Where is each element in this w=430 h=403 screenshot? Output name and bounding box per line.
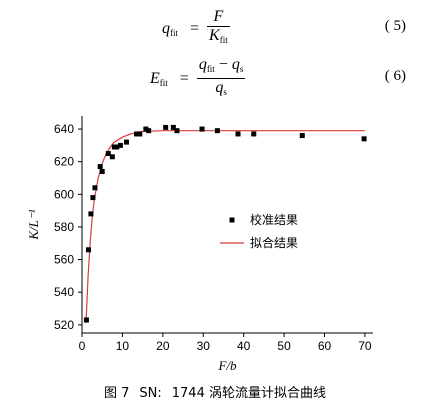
x-axis-label: F/b	[217, 358, 237, 373]
caption-model: SN:	[139, 386, 162, 401]
scatter-point	[143, 126, 149, 132]
y-tick-label: 560	[54, 253, 74, 267]
scatter-point	[134, 131, 140, 137]
legend-label-calibration: 校准结果	[250, 212, 298, 227]
scatter-point	[105, 151, 111, 157]
y-tick-label: 600	[54, 187, 74, 201]
scatter-point	[97, 164, 103, 170]
eq6-number: ( 6)	[384, 68, 406, 84]
y-tick-label: 580	[54, 220, 74, 234]
legend-marker-scatter	[229, 217, 235, 223]
scatter-point	[109, 154, 115, 160]
x-tick-label: 0	[79, 339, 86, 353]
scatter-point	[83, 317, 89, 323]
fit-curve-layer	[85, 130, 365, 324]
scatter-point	[90, 195, 96, 201]
scatter-point	[199, 126, 205, 132]
y-axis-label: K/L⁻¹	[26, 209, 41, 240]
eq5-number: ( 5)	[384, 18, 406, 34]
eq5-lhs: qfit	[162, 19, 178, 38]
scatter-point	[99, 168, 105, 174]
eq5-fraction: F Kfit	[207, 8, 230, 45]
calibration-chart: 0 10 20 30 40 50 60 70 520 540 560 580 600 620 640 K/L…	[26, 116, 373, 373]
x-tick-label: 60	[318, 339, 332, 353]
caption-figure-number: 图 7	[104, 386, 130, 401]
plot-frame	[81, 116, 373, 334]
y-tick-label: 520	[54, 318, 74, 332]
x-tick-label: 10	[116, 339, 130, 353]
scatter-point	[361, 136, 367, 142]
scatter-point	[117, 142, 123, 148]
y-tick-label: 620	[54, 155, 74, 169]
x-tick-label: 20	[156, 339, 170, 353]
legend: 校准结果 拟合结果	[220, 212, 298, 250]
axis-ticks: 0 10 20 30 40 50 60 70 520 540 560 580 600 620 640	[54, 122, 372, 353]
equation-5: qfit = F Kfit ( 5)	[0, 8, 430, 50]
scatter-point	[123, 139, 129, 145]
scatter-layer	[83, 124, 367, 323]
y-tick-label: 640	[54, 122, 74, 136]
legend-label-fit: 拟合结果	[250, 235, 298, 250]
x-tick-label: 50	[277, 339, 291, 353]
scatter-point	[92, 185, 98, 191]
figure-caption: 图 7 SN: 1744 涡轮流量计拟合曲线	[0, 382, 430, 401]
caption-text: 1744 涡轮流量计拟合曲线	[171, 386, 326, 401]
scatter-point	[163, 124, 169, 130]
scatter-point	[235, 131, 241, 137]
x-tick-label: 70	[358, 339, 372, 353]
scatter-point	[85, 247, 91, 253]
equation-6: Efit = qfit − qs qs ( 6)	[0, 56, 430, 100]
y-tick-label: 540	[54, 285, 74, 299]
eq6-lhs: Efit	[150, 69, 168, 88]
eq6-fraction: qfit − qs qs	[196, 56, 246, 97]
scatter-point	[170, 124, 176, 130]
scatter-point	[114, 144, 120, 150]
scatter-point	[299, 133, 305, 139]
fit-curve	[85, 130, 365, 324]
scatter-point	[251, 131, 257, 137]
x-tick-label: 30	[197, 339, 211, 353]
scatter-point	[146, 128, 152, 134]
scatter-point	[137, 131, 143, 137]
scatter-point	[174, 128, 180, 134]
eq5-equals: =	[190, 19, 200, 37]
eq6-equals: =	[179, 69, 189, 87]
scatter-point	[88, 211, 94, 217]
scatter-point	[214, 128, 220, 134]
x-tick-label: 40	[237, 339, 251, 353]
